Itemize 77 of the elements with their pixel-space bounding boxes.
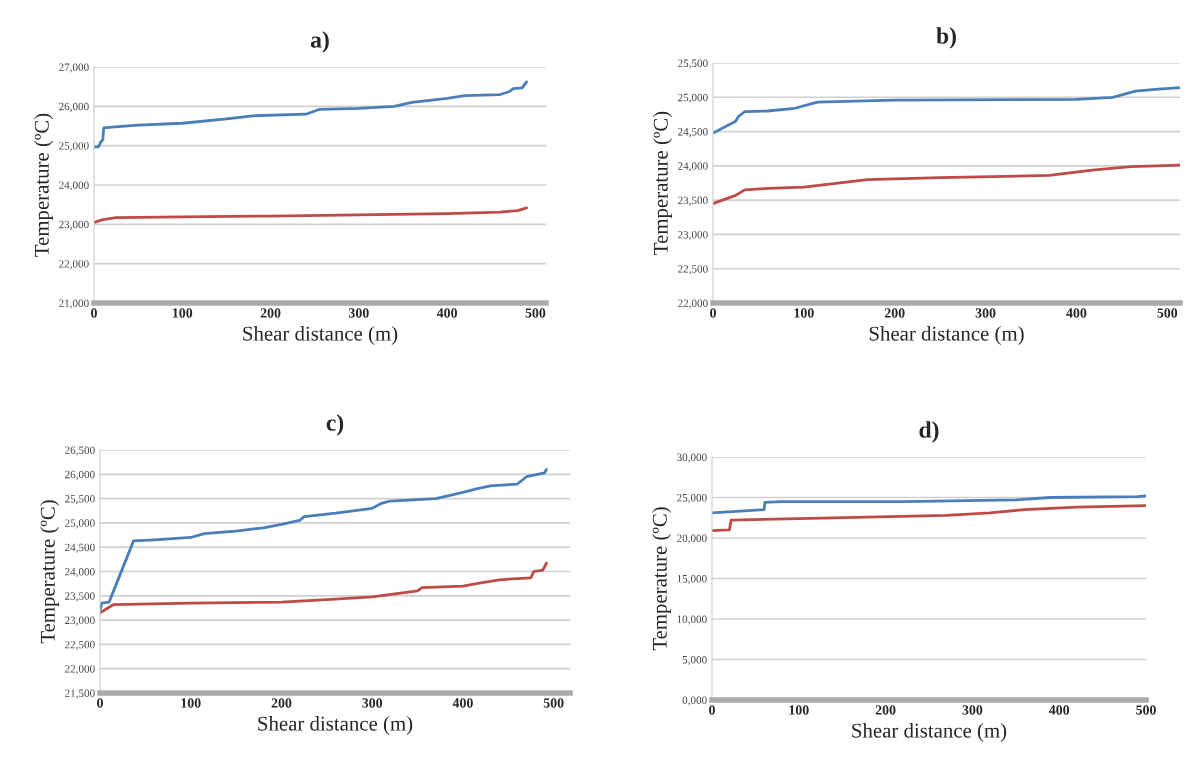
line-series <box>94 206 528 224</box>
line-series <box>100 468 548 612</box>
y-tick-label: 24,500 <box>678 128 708 138</box>
x-tick-label: 200 <box>260 308 281 318</box>
x-axis-title: Shear distance (m) <box>243 326 398 345</box>
y-tick-label: 25,000 <box>677 493 707 504</box>
x-tick-label: 400 <box>436 308 458 318</box>
y-tick-label: 22,500 <box>65 640 95 650</box>
y-tick-label: 25,500 <box>678 59 708 69</box>
y-tick-label: 24,500 <box>65 543 95 553</box>
x-tick-label: 0 <box>709 705 715 715</box>
x-tick-label: 100 <box>794 308 814 318</box>
line-series <box>713 163 1180 205</box>
y-tick-label: 23,500 <box>65 592 95 602</box>
x-tick-label: 500 <box>1136 705 1156 715</box>
chart-title: c) <box>326 414 344 436</box>
line-series <box>712 494 1146 515</box>
x-tick-label: 500 <box>543 698 564 708</box>
y-tick-label: 23,500 <box>678 196 708 206</box>
x-tick-label: 300 <box>962 705 983 715</box>
y-tick-label: 23,000 <box>65 616 95 626</box>
y-tick-label: 30,000 <box>677 453 707 463</box>
x-tick-label: 500 <box>1157 308 1178 318</box>
chart-title: d) <box>919 421 939 443</box>
y-tick-label: 22,000 <box>65 665 95 675</box>
y-tick-label: 25,000 <box>678 93 708 103</box>
y-tick-label: 22,500 <box>678 265 708 275</box>
y-tick-label: 5,000 <box>682 655 707 666</box>
y-tick-label: 24,000 <box>678 162 708 172</box>
x-axis-title: Shear distance (m) <box>869 326 1024 345</box>
x-axis-title: Shear distance (m) <box>258 716 413 735</box>
x-tick-label: 200 <box>875 705 896 715</box>
y-tick-label: 27,000 <box>59 63 89 73</box>
y-tick-label: 10,000 <box>677 615 707 625</box>
line-series <box>94 80 528 149</box>
x-tick-label: 300 <box>348 308 369 318</box>
x-tick-label: 100 <box>181 698 201 708</box>
x-tick-label: 300 <box>975 308 996 318</box>
x-tick-label: 200 <box>884 308 905 318</box>
x-tick-label: 500 <box>525 308 546 318</box>
x-tick-label: 400 <box>1066 308 1087 318</box>
y-tick-label: 25,000 <box>59 142 89 152</box>
y-tick-label: 26,000 <box>59 102 89 112</box>
y-tick-label: 23,000 <box>678 230 708 240</box>
line-series <box>712 504 1146 533</box>
line-series <box>713 86 1180 135</box>
y-tick-label: 25,000 <box>65 519 95 529</box>
y-axis-title: Temperature (ºC) <box>653 111 673 255</box>
y-tick-label: 26,500 <box>65 446 95 456</box>
y-axis-title: Temperature (ºC) <box>652 507 672 651</box>
x-tick-label: 0 <box>97 698 103 708</box>
y-tick-label: 21,500 <box>65 689 95 699</box>
x-tick-label: 300 <box>362 698 383 708</box>
y-tick-label: 22,000 <box>678 299 708 309</box>
y-tick-label: 0,000 <box>682 696 707 706</box>
y-tick-label: 21,000 <box>59 299 89 309</box>
x-tick-label: 200 <box>271 698 292 708</box>
y-tick-label: 25,500 <box>65 495 95 505</box>
line-series <box>100 561 548 615</box>
x-tick-label: 0 <box>91 308 97 318</box>
y-tick-label: 20,000 <box>677 534 707 544</box>
y-tick-label: 24,000 <box>65 567 95 578</box>
y-axis-title: Temperature (ºC) <box>34 113 54 257</box>
y-axis-title: Temperature (ºC) <box>40 500 60 644</box>
y-tick-label: 22,000 <box>59 260 89 270</box>
y-tick-label: 26,000 <box>65 470 95 480</box>
x-tick-label: 100 <box>789 705 809 715</box>
x-tick-label: 0 <box>710 308 716 318</box>
y-tick-label: 15,000 <box>677 574 707 585</box>
x-tick-label: 400 <box>452 698 473 708</box>
chart-title: a) <box>310 31 329 53</box>
y-tick-label: 23,000 <box>59 220 89 230</box>
y-tick-label: 24,000 <box>59 181 89 191</box>
x-tick-label: 400 <box>1048 705 1070 715</box>
chart-title: b) <box>936 27 956 49</box>
x-tick-label: 100 <box>172 308 193 318</box>
x-axis-title: Shear distance (m) <box>852 723 1007 742</box>
